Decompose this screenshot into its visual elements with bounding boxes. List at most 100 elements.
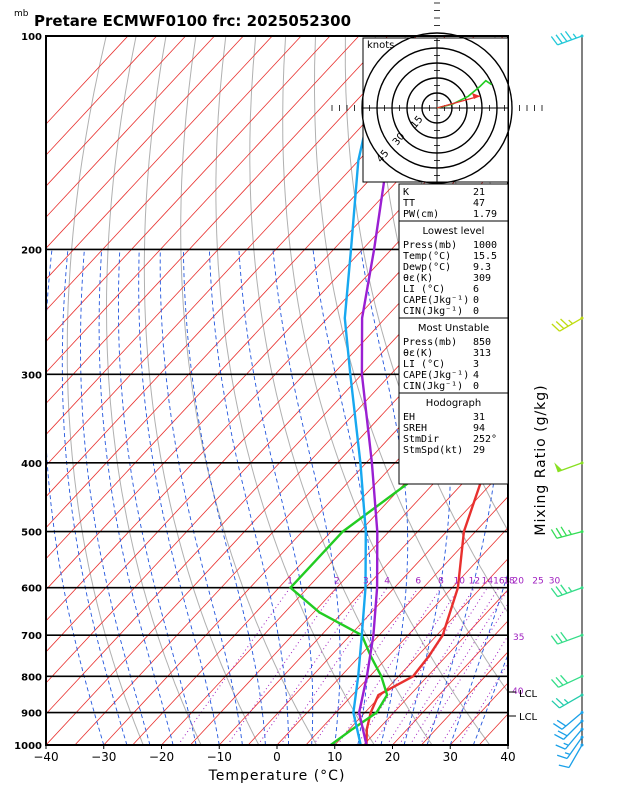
isotherm [190, 402, 508, 745]
stats-label: Dewp(°C) [403, 262, 451, 273]
x-tick-label: −30 [91, 750, 116, 764]
wind-barb-dot [580, 719, 584, 723]
wind-barb-staff [563, 720, 583, 740]
hodograph-units: knots [367, 40, 394, 51]
lcl-label: LCL [519, 689, 538, 700]
stats-value: 6 [473, 284, 479, 295]
pressure-unit: mb [14, 9, 29, 19]
wind-barb-feather [564, 31, 573, 41]
stats-label: EH [403, 412, 415, 423]
stats-label: LI (°C) [403, 359, 445, 370]
wind-barb-feather [560, 32, 568, 42]
mixing-ratio-label: 25 [532, 577, 543, 587]
wind-barb-half-feather [564, 752, 571, 756]
wind-barb-staff [564, 728, 583, 750]
wind-barb-dot [580, 316, 584, 320]
moist-adiabat [360, 249, 409, 745]
stats-label: TT [403, 198, 415, 209]
dry-adiabat [143, 36, 260, 745]
wind-barb-feather [555, 697, 565, 706]
isotherm [46, 185, 508, 684]
isotherm [46, 36, 360, 374]
y-tick-label: 100 [21, 32, 42, 43]
stats-label: CAPE(Jkg⁻¹) [403, 370, 469, 381]
y-tick-label: 600 [21, 584, 42, 595]
mixing-ratio-label: 30 [549, 577, 561, 587]
y-tick-label: 900 [21, 709, 42, 720]
isotherm [46, 36, 215, 218]
x-tick-label: 0 [273, 750, 281, 764]
isotherm [247, 464, 508, 745]
hodograph-frame [362, 37, 509, 183]
dry-adiabat [66, 36, 144, 745]
stats-label: PW(cm) [403, 209, 439, 220]
isotherm [537, 36, 618, 745]
stats-label: CIN(Jkg⁻¹) [403, 381, 463, 392]
wind-barb-staff [559, 317, 583, 332]
x-axis-label: Temperature (°C) [208, 768, 346, 784]
chart-title: Pretare ECMWF0100 frc: 2025052300 [34, 12, 351, 30]
isotherm [46, 216, 508, 715]
wind-barb-feather [555, 586, 563, 596]
moist-adiabat [312, 249, 372, 745]
dry-adiabat [313, 36, 508, 693]
isotherm [46, 247, 508, 745]
dry-adiabat [180, 36, 318, 745]
wind-barb-feather [555, 321, 565, 330]
wind-barb-half-feather [563, 742, 569, 746]
dry-adiabat [614, 36, 618, 745]
mixing-ratio-line [226, 587, 338, 745]
wind-barb-feather [555, 34, 563, 44]
isotherm [46, 154, 508, 653]
y-tick-label: 800 [21, 672, 42, 683]
wind-barb-staff [557, 634, 583, 645]
isotherm [46, 36, 186, 187]
isotherm [305, 527, 508, 745]
wind-barb-staff [561, 712, 583, 730]
stats-value: 850 [473, 337, 491, 348]
isotherm [276, 496, 508, 745]
mixing-ratio-label: 20 [513, 577, 525, 587]
wind-barb-dot [580, 693, 584, 697]
stats-value: 21 [473, 187, 485, 198]
wind-barb-feather [560, 674, 568, 684]
isotherm [46, 36, 417, 436]
mixing-ratio-label: 16 [493, 577, 505, 587]
y-tick-label: 300 [21, 370, 42, 381]
wind-barb-feather [550, 635, 559, 645]
isotherm [46, 36, 244, 249]
mixing-ratio-label: 4 [384, 577, 390, 587]
stats-label: θε(K) [403, 273, 433, 284]
mixing-ratio-label: 3 [363, 577, 369, 587]
isotherm [218, 433, 508, 745]
wind-barb-dot [580, 586, 584, 590]
isotherm [46, 36, 446, 467]
series-parcel [357, 64, 420, 745]
wind-barb-staff [558, 675, 583, 688]
stats-label: SREH [403, 423, 427, 434]
isotherm [46, 36, 273, 280]
wind-barb-feather [550, 529, 558, 539]
wind-barb-half-feather [568, 586, 573, 592]
wind-barb-dot [580, 530, 584, 534]
mixing-ratio-label: 12 [469, 577, 480, 587]
y-tick-label: 400 [21, 459, 42, 470]
wind-barb-feather [560, 318, 569, 327]
stats-value: 0 [473, 295, 479, 306]
stats-heading: Hodograph [426, 398, 481, 409]
x-tick-label: 10 [327, 750, 342, 764]
wind-barb-half-feather [572, 33, 577, 39]
x-tick-label: −10 [207, 750, 232, 764]
stats-box [398, 183, 509, 485]
wind-barb-feather [551, 679, 559, 688]
wind-barb-feather [555, 527, 563, 538]
wind-barb-dot [580, 743, 584, 747]
dry-adiabat [282, 36, 491, 745]
wind-barb-half-feather [568, 529, 572, 535]
moist-adiabat [61, 249, 128, 745]
mixing-ratio-label: 14 [482, 577, 494, 587]
moist-adiabat [238, 249, 314, 745]
stats-value: 47 [473, 198, 485, 209]
stats-label: CAPE(Jkg⁻¹) [403, 295, 469, 306]
isotherm [507, 744, 508, 745]
